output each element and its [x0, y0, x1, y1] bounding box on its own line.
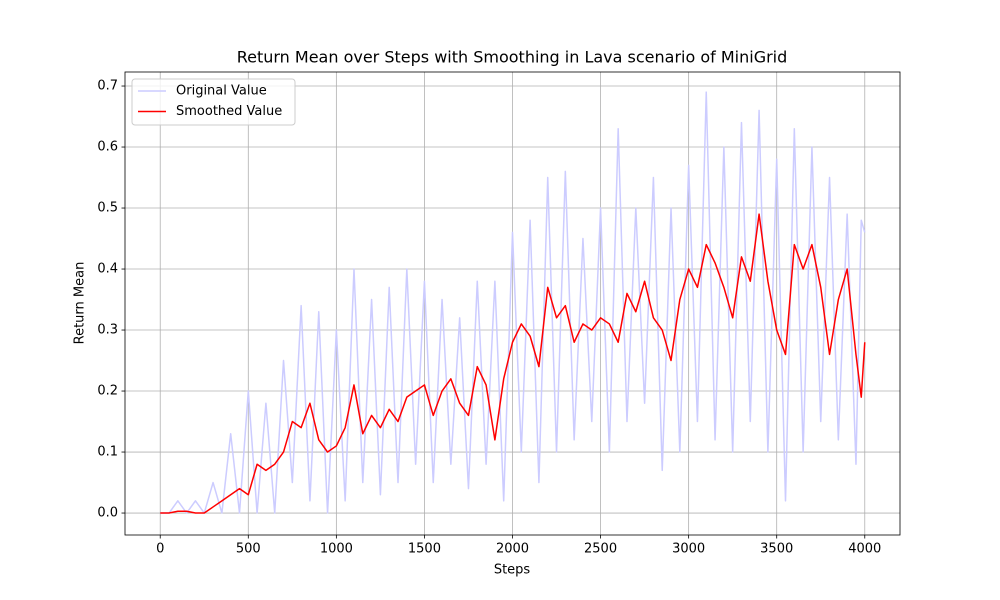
- y-tick-label: 0.6: [97, 140, 118, 155]
- x-tick-label: 3500: [760, 542, 793, 557]
- data-line: [160, 91, 866, 514]
- x-tick-label: 2500: [584, 542, 617, 557]
- x-axis-label: Steps: [494, 563, 531, 578]
- data-line: [160, 213, 866, 514]
- y-axis-label: Return Mean: [73, 262, 88, 345]
- plot-frame: [124, 71, 901, 536]
- legend-label: Original Value: [176, 84, 267, 99]
- x-tick-label: 1500: [408, 542, 441, 557]
- legend-box: [131, 78, 296, 126]
- y-tick-label: 0.4: [97, 262, 118, 277]
- x-tick-label: 1000: [320, 542, 353, 557]
- x-tick-label: 3000: [672, 542, 705, 557]
- chart-title: Return Mean over Steps with Smoothing in…: [237, 48, 788, 67]
- y-tick-label: 0.3: [97, 323, 118, 338]
- x-tick-label: 0: [156, 542, 164, 557]
- y-tick-label: 0.0: [97, 506, 118, 521]
- y-tick-label: 0.1: [97, 445, 118, 460]
- x-tick-label: 500: [236, 542, 261, 557]
- legend-label: Smoothed Value: [176, 104, 282, 119]
- y-tick-label: 0.2: [97, 384, 118, 399]
- y-tick-label: 0.5: [97, 201, 118, 216]
- x-tick-label: 4000: [848, 542, 881, 557]
- y-tick-label: 0.7: [97, 79, 118, 94]
- x-tick-label: 2000: [496, 542, 529, 557]
